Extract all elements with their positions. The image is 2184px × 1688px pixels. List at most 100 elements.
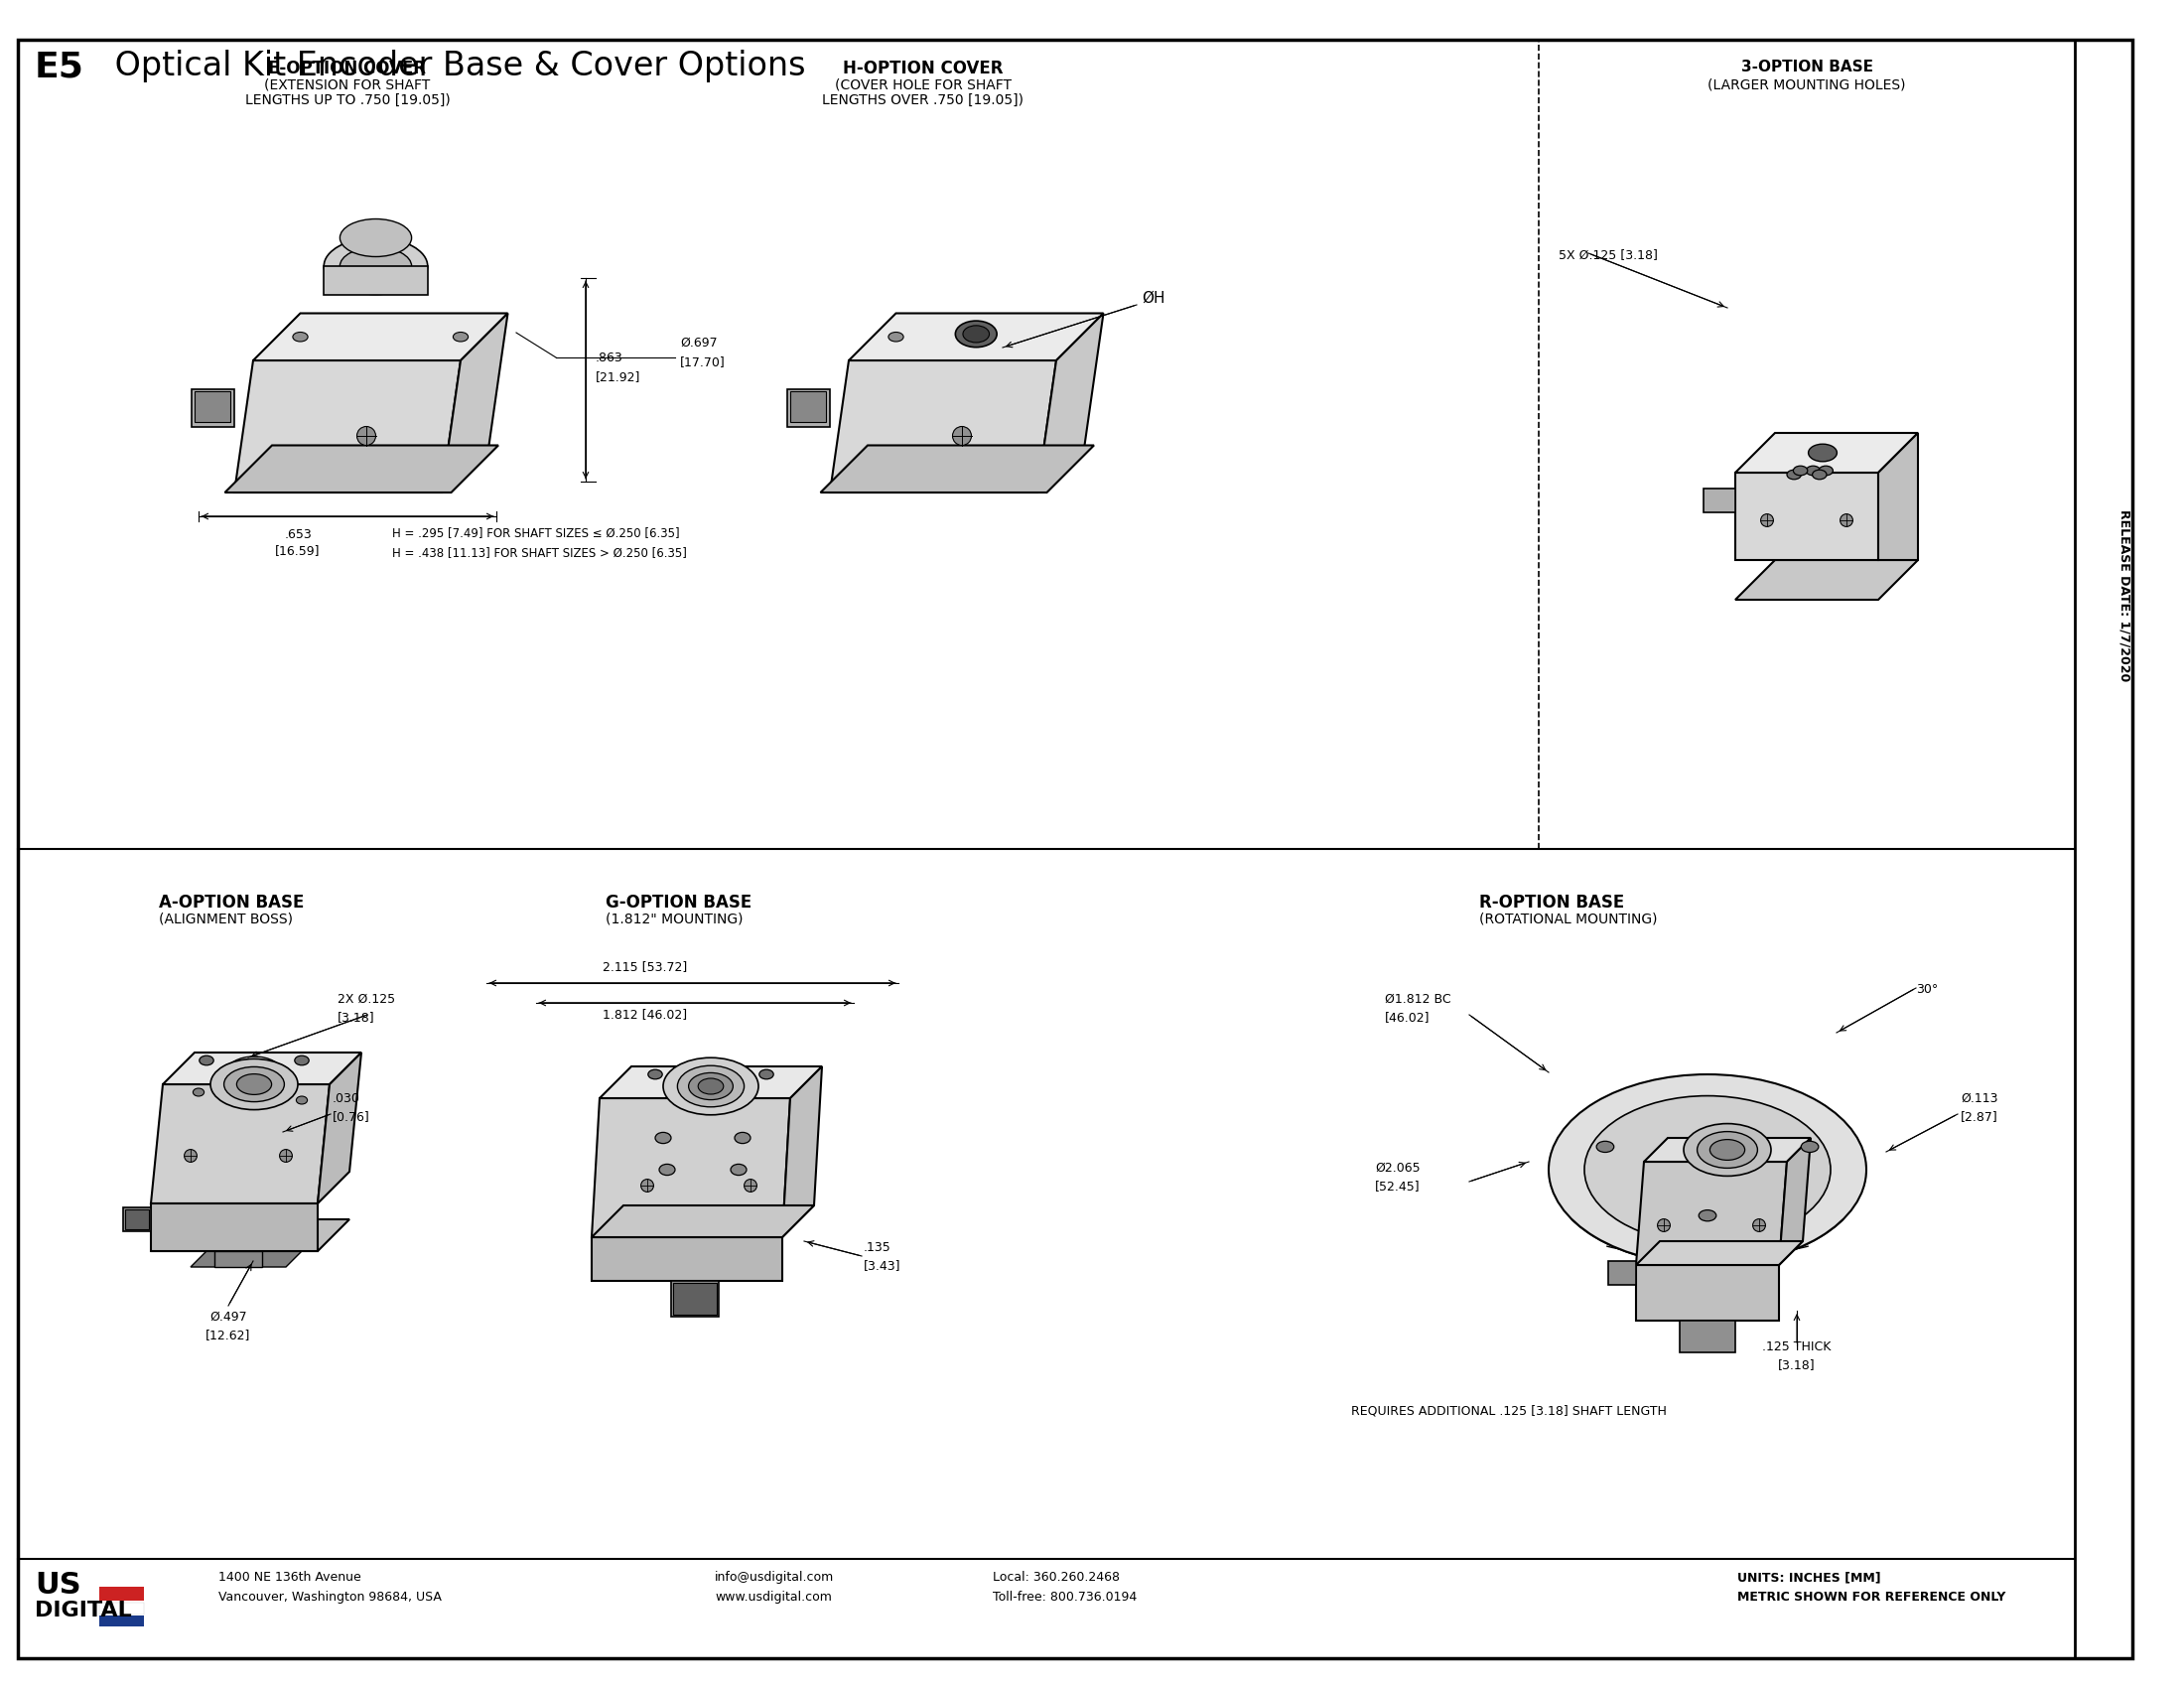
Polygon shape — [1736, 473, 1878, 560]
Bar — [98, 1615, 144, 1627]
Polygon shape — [151, 1219, 349, 1251]
Text: Toll-free: 800.736.0194: Toll-free: 800.736.0194 — [994, 1590, 1138, 1604]
Ellipse shape — [699, 1079, 723, 1094]
Ellipse shape — [341, 219, 411, 257]
Ellipse shape — [732, 1165, 747, 1175]
Text: [16.59]: [16.59] — [275, 544, 321, 557]
Bar — [194, 392, 232, 422]
Text: Ø.697: Ø.697 — [679, 336, 716, 349]
Polygon shape — [253, 314, 507, 361]
Ellipse shape — [1699, 1210, 1717, 1220]
Bar — [98, 1587, 144, 1600]
Ellipse shape — [1787, 469, 1802, 479]
Polygon shape — [317, 1053, 360, 1204]
Ellipse shape — [640, 1180, 653, 1192]
Text: US: US — [35, 1572, 81, 1600]
Polygon shape — [1736, 432, 1918, 473]
Ellipse shape — [677, 1065, 745, 1107]
Text: 5X Ø.125 [3.18]: 5X Ø.125 [3.18] — [1559, 248, 1658, 262]
Polygon shape — [1636, 1161, 1787, 1264]
Ellipse shape — [734, 1133, 751, 1143]
Text: REQUIRES ADDITIONAL .125 [3.18] SHAFT LENGTH: REQUIRES ADDITIONAL .125 [3.18] SHAFT LE… — [1352, 1404, 1666, 1418]
Text: [3.18]: [3.18] — [1778, 1359, 1815, 1371]
Ellipse shape — [323, 238, 428, 294]
Text: .135: .135 — [863, 1241, 891, 1254]
Text: METRIC SHOWN FOR REFERENCE ONLY: METRIC SHOWN FOR REFERENCE ONLY — [1736, 1590, 2005, 1604]
Polygon shape — [164, 1053, 360, 1084]
Text: [0.76]: [0.76] — [332, 1111, 369, 1123]
Polygon shape — [782, 1067, 821, 1237]
Text: info@usdigital.com: info@usdigital.com — [714, 1572, 834, 1583]
Text: H = .295 [7.49] FOR SHAFT SIZES ≤ Ø.250 [6.35]: H = .295 [7.49] FOR SHAFT SIZES ≤ Ø.250 … — [393, 527, 679, 538]
Ellipse shape — [760, 1070, 773, 1079]
Polygon shape — [592, 1205, 815, 1237]
Ellipse shape — [954, 321, 996, 348]
Ellipse shape — [280, 1150, 293, 1161]
Text: UNITS: INCHES [MM]: UNITS: INCHES [MM] — [1736, 1572, 1880, 1583]
Ellipse shape — [1760, 513, 1773, 527]
Ellipse shape — [199, 1055, 214, 1065]
Text: .125 THICK: .125 THICK — [1762, 1340, 1830, 1354]
Polygon shape — [830, 361, 1057, 493]
Text: [21.92]: [21.92] — [596, 371, 640, 383]
Ellipse shape — [688, 1074, 734, 1101]
Text: Ø2.065: Ø2.065 — [1376, 1161, 1420, 1175]
Ellipse shape — [1754, 1219, 1765, 1232]
Text: (1.812" MOUNTING): (1.812" MOUNTING) — [605, 912, 743, 925]
Ellipse shape — [963, 326, 989, 343]
Polygon shape — [1736, 560, 1918, 599]
Ellipse shape — [1841, 513, 1852, 527]
Polygon shape — [1679, 1320, 1736, 1352]
Polygon shape — [1037, 314, 1103, 493]
Polygon shape — [151, 1204, 317, 1251]
Ellipse shape — [238, 1062, 271, 1082]
Ellipse shape — [1548, 1074, 1867, 1264]
Text: [46.02]: [46.02] — [1385, 1011, 1431, 1023]
Ellipse shape — [295, 1055, 308, 1065]
Ellipse shape — [660, 1165, 675, 1175]
Ellipse shape — [1808, 444, 1837, 461]
Bar — [214, 1251, 262, 1268]
Polygon shape — [1645, 1138, 1811, 1161]
Ellipse shape — [1583, 1096, 1830, 1244]
Text: E5: E5 — [35, 49, 85, 83]
Ellipse shape — [952, 427, 972, 446]
Text: Local: 360.260.2468: Local: 360.260.2468 — [994, 1572, 1120, 1583]
Text: [3.43]: [3.43] — [863, 1259, 900, 1273]
Ellipse shape — [1684, 1124, 1771, 1177]
Ellipse shape — [1802, 1141, 1819, 1153]
Polygon shape — [1704, 488, 1736, 513]
Ellipse shape — [1793, 466, 1808, 476]
Polygon shape — [1607, 1261, 1636, 1285]
Text: [2.87]: [2.87] — [1961, 1111, 1998, 1123]
Bar — [98, 1602, 144, 1614]
Polygon shape — [850, 314, 1103, 361]
Text: (EXTENSION FOR SHAFT: (EXTENSION FOR SHAFT — [264, 78, 430, 91]
Polygon shape — [1636, 1241, 1802, 1264]
Text: [12.62]: [12.62] — [205, 1328, 251, 1342]
Text: www.usdigital.com: www.usdigital.com — [714, 1590, 832, 1604]
Polygon shape — [225, 446, 498, 493]
Polygon shape — [1636, 1264, 1780, 1320]
Text: A-OPTION BASE: A-OPTION BASE — [159, 893, 304, 912]
Polygon shape — [190, 1251, 301, 1268]
Polygon shape — [1878, 432, 1918, 560]
Text: RELEASE DATE: 1/7/2020: RELEASE DATE: 1/7/2020 — [2118, 510, 2132, 682]
Ellipse shape — [341, 246, 411, 285]
Text: H-OPTION COVER: H-OPTION COVER — [843, 59, 1002, 78]
Ellipse shape — [649, 1070, 662, 1079]
Bar — [673, 1283, 716, 1315]
Ellipse shape — [183, 1150, 197, 1161]
Ellipse shape — [210, 1058, 297, 1109]
Polygon shape — [234, 361, 461, 493]
Text: E-OPTION COVER: E-OPTION COVER — [269, 59, 426, 78]
Ellipse shape — [1819, 466, 1832, 476]
Polygon shape — [192, 388, 234, 427]
Ellipse shape — [1697, 1131, 1758, 1168]
Ellipse shape — [297, 1096, 308, 1104]
Ellipse shape — [1806, 466, 1819, 476]
Text: 1400 NE 136th Avenue: 1400 NE 136th Avenue — [218, 1572, 360, 1583]
Ellipse shape — [745, 1180, 758, 1192]
Polygon shape — [592, 1099, 791, 1237]
Ellipse shape — [1710, 1139, 1745, 1160]
